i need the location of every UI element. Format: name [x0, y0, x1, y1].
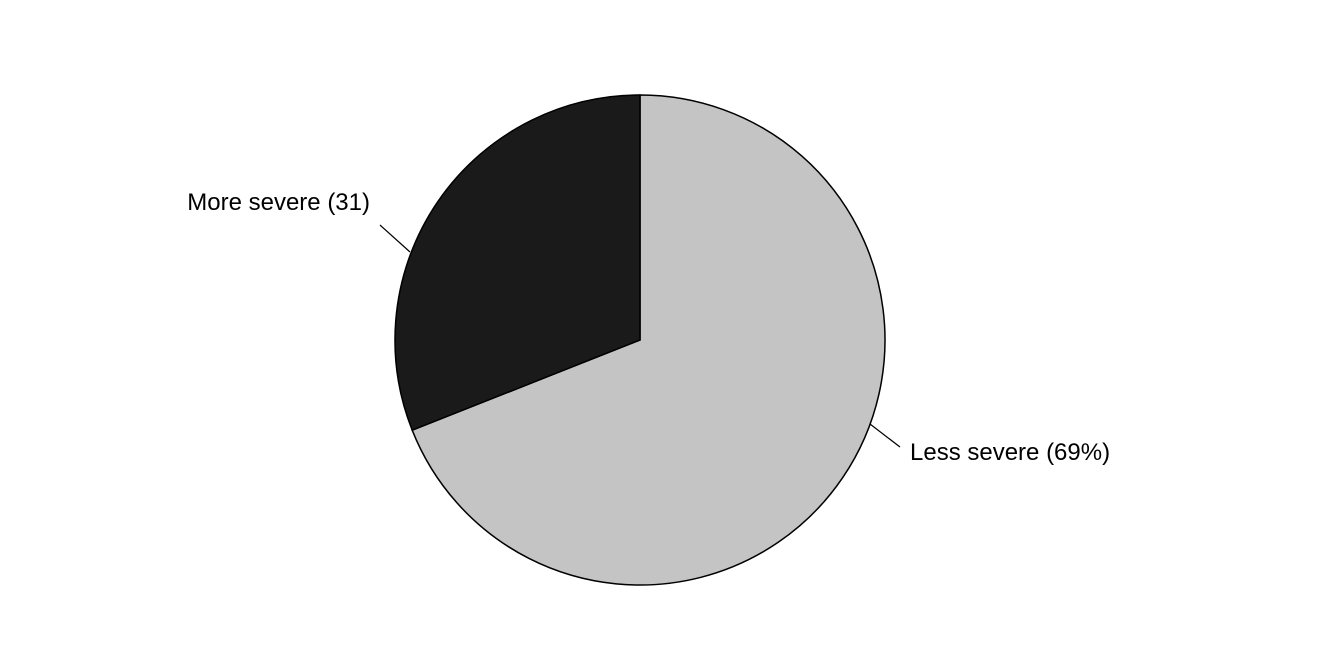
slice-label: More severe (31): [187, 189, 370, 216]
leader-line: [380, 225, 410, 252]
pie-chart-svg: Less severe (69%) More severe (31): [0, 0, 1344, 672]
pie-chart-container: Less severe (69%) More severe (31): [0, 0, 1344, 672]
slice-label: Less severe (69%): [910, 439, 1110, 466]
leader-line: [870, 424, 900, 447]
